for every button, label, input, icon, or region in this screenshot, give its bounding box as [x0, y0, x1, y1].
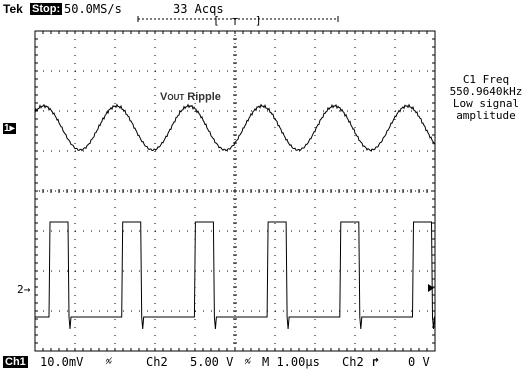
- annotation-subscript: OUT: [167, 93, 185, 102]
- trigger-marker: T: [232, 17, 238, 28]
- ch2-label[interactable]: Ch2: [146, 355, 168, 369]
- timebase: M 1.00µs: [262, 355, 320, 369]
- measurement-value: 550.9640kHz: [449, 85, 523, 98]
- vout-ripple-annotation: VOUT Ripple: [160, 91, 221, 103]
- trigger-source: Ch2: [342, 355, 364, 369]
- ch2-ground-arrow-icon: 2→: [17, 283, 31, 296]
- trigger-level-arrow-icon: [428, 284, 434, 292]
- annotation-text: Ripple: [184, 91, 221, 103]
- ch1-ground-arrow-icon: 1▸: [3, 123, 16, 134]
- status-bar: Ch1 10.0mV ∿̸ Ch2 5.00 V ∿̸ M 1.00µs Ch2…: [0, 354, 531, 370]
- ch2-switching-trace: [35, 221, 435, 330]
- bandwidth-limit-icon: ∿̸: [105, 357, 113, 367]
- brand-label: Tek: [3, 2, 23, 16]
- ch2-marker-label: 2: [17, 283, 24, 296]
- ch1-badge[interactable]: Ch1: [3, 356, 28, 368]
- acquisition-count: 33 Acqs: [173, 2, 224, 16]
- svg-text:]: ]: [255, 14, 262, 27]
- annotation-v: V: [160, 91, 168, 103]
- bandwidth-limit-icon: ∿̸: [244, 357, 252, 367]
- measurement-readout: C1 Freq 550.9640kHz Low signal amplitude: [440, 74, 531, 122]
- graticule-grid: [34, 30, 436, 352]
- trigger-level: 0 V: [408, 355, 430, 369]
- rising-edge-icon: ↱: [372, 355, 380, 369]
- svg-text:[: [: [213, 14, 220, 27]
- trigger-position-indicator: [ ] T: [137, 14, 339, 28]
- ch1-scale: 10.0mV: [40, 355, 84, 369]
- measurement-label: C1 Freq: [462, 73, 510, 86]
- measurement-status-2: amplitude: [456, 109, 516, 122]
- acquisition-state-badge: Stop:: [30, 3, 63, 15]
- measurement-status-1: Low signal: [452, 97, 520, 110]
- ch1-marker-label: 1: [4, 123, 10, 134]
- sample-rate: 50.0MS/s: [64, 2, 122, 16]
- ch1-ripple-trace: [34, 103, 436, 152]
- ch2-scale: 5.00 V: [190, 355, 234, 369]
